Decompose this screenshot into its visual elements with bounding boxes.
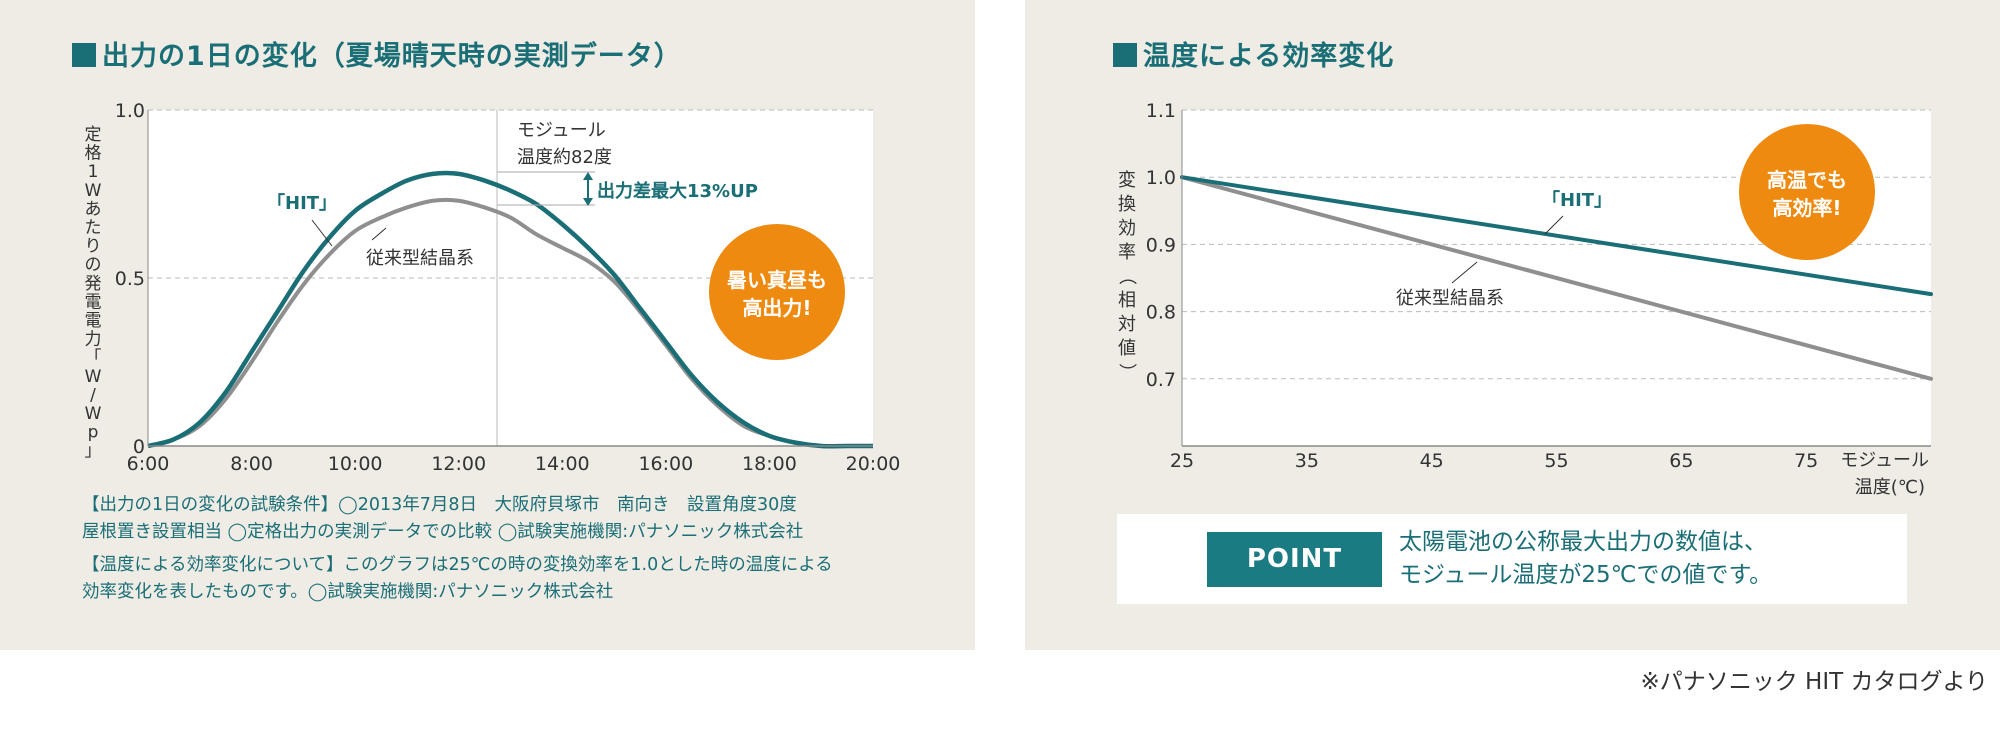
hit-efficiency-line bbox=[1180, 175, 1933, 297]
temperature-efficiency-title: 温度による効率変化 bbox=[1113, 34, 1394, 73]
chart1-y-label-char: り bbox=[85, 237, 102, 257]
high-temp-callout-line-2: 高効率! bbox=[1772, 196, 1841, 220]
output-diff-arrow-icon bbox=[583, 172, 593, 206]
point-box: POINT 太陽電池の公称最大出力の数値は、 モジュール温度が25℃での値です。 bbox=[1117, 514, 1907, 604]
chart2-x-tick-label: 55 bbox=[1544, 450, 1568, 472]
chart2-x-tick-label: 65 bbox=[1669, 450, 1693, 472]
midday-callout-line-1: 暑い真昼も bbox=[727, 268, 827, 292]
point-text-line-2: モジュール温度が25℃での値です。 bbox=[1399, 562, 1773, 588]
chart1-y-label-char: 電 bbox=[85, 311, 102, 331]
chart2-y-tick-label: 0.8 bbox=[1146, 302, 1176, 324]
chart1-x-tick-label: 12:00 bbox=[431, 453, 486, 475]
midday-callout-line-2: 高出力! bbox=[742, 296, 811, 320]
hit-leader-line bbox=[311, 219, 333, 247]
chart1-y-label-char: W bbox=[85, 404, 102, 424]
conventional-series-label: 従来型結晶系 bbox=[366, 248, 474, 269]
conventional-leader-line-2 bbox=[1451, 261, 1478, 284]
chart1-y-label-char: 電 bbox=[85, 292, 102, 312]
chart2-x-tick-label: 45 bbox=[1420, 450, 1444, 472]
chart2-y-label-char: 率 bbox=[1118, 242, 1136, 263]
conventional-series-label-2: 従来型結晶系 bbox=[1396, 288, 1504, 309]
point-badge: POINT bbox=[1207, 532, 1382, 587]
point-text: 太陽電池の公称最大出力の数値は、 モジュール温度が25℃での値です。 bbox=[1399, 526, 1772, 592]
daily-output-panel: 出力の1日の変化（夏場晴天時の実測データ） 0 0.5 1.0 6:00 8:00 10:… bbox=[0, 0, 975, 650]
daily-output-chart: 0 0.5 1.0 6:00 8:00 10:00 12:00 14:00 16:00 18:00… bbox=[85, 100, 901, 475]
daily-output-title: 出力の1日の変化（夏場晴天時の実測データ） bbox=[72, 34, 682, 73]
chart2-y-tick-label: 0.9 bbox=[1146, 234, 1176, 256]
chart2-x-tick-label: 35 bbox=[1295, 450, 1319, 472]
chart1-x-tick-label: 6:00 bbox=[127, 453, 170, 475]
output-diff-label: 出力差最大13%UP bbox=[597, 180, 758, 202]
chart1-y-label-char: 格 bbox=[85, 144, 102, 164]
chart1-y-label-char: p bbox=[88, 423, 99, 443]
high-temp-callout-line-1: 高温でも bbox=[1767, 168, 1847, 192]
chart1-y-tick-label: 1.0 bbox=[115, 100, 145, 122]
chart1-y-label-char: / bbox=[90, 385, 96, 405]
source-note: ※パナソニック HIT カタログより bbox=[1640, 669, 1988, 695]
chart1-y-tick-label: 0 bbox=[133, 436, 145, 458]
chart2-y-tick-label: 1.0 bbox=[1146, 167, 1176, 189]
note-line-1: 【出力の1日の変化の試験条件】◯2013年7月8日 大阪府貝塚市 南向き 設置角… bbox=[82, 495, 797, 515]
chart1-y-label-char: た bbox=[85, 218, 102, 238]
chart1-x-tick-label: 16:00 bbox=[638, 453, 693, 475]
chart2-y-label-char: 相 bbox=[1118, 290, 1136, 311]
chart1-y-label-char: の bbox=[85, 255, 102, 275]
test-conditions-notes: 【出力の1日の変化の試験条件】◯2013年7月8日 大阪府貝塚市 南向き 設置角… bbox=[82, 492, 962, 546]
module-temp-label-2: 温度約82度 bbox=[517, 147, 612, 168]
note-line-4: 効率変化を表したものです。◯試験実施機関:パナソニック株式会社 bbox=[82, 582, 614, 602]
chart2-y-label-char: ） bbox=[1116, 363, 1137, 381]
chart2-y-label-char: 値 bbox=[1118, 338, 1136, 359]
x-axis-unit-label-1: モジュール bbox=[1840, 450, 1929, 471]
temperature-efficiency-chart: 0.7 0.8 0.9 1.0 1.1 25 35 45 55 65 75 変換効率 （ 相対値 ） モジ… bbox=[1116, 100, 1933, 498]
chart1-y-label-char: 1 bbox=[88, 162, 99, 182]
chart2-y-tick-label: 0.7 bbox=[1146, 369, 1176, 391]
chart1-y-label-char: W bbox=[85, 181, 102, 201]
chart2-y-label-char: 効 bbox=[1118, 218, 1136, 239]
conventional-efficiency-line bbox=[1180, 175, 1933, 381]
point-text-line-1: 太陽電池の公称最大出力の数値は、 bbox=[1399, 529, 1767, 555]
chart2-y-tick-label: 1.1 bbox=[1146, 100, 1176, 122]
hit-output-curve bbox=[147, 170, 873, 449]
conventional-leader-line bbox=[371, 227, 387, 241]
chart1-x-tick-label: 14:00 bbox=[535, 453, 590, 475]
chart1-y-label-char: 力 bbox=[85, 330, 102, 350]
high-temp-callout-circle bbox=[1739, 124, 1875, 260]
chart2-x-tick-label: 25 bbox=[1170, 450, 1194, 472]
title-square-icon bbox=[1113, 43, 1137, 67]
chart2-y-label-char: （ bbox=[1116, 267, 1137, 285]
chart1-y-label-char: W bbox=[85, 367, 102, 387]
x-axis-unit-label-2: 温度(℃) bbox=[1855, 477, 1925, 498]
chart1-x-tick-label: 18:00 bbox=[742, 453, 797, 475]
hit-series-label-2: 「HIT」 bbox=[1542, 189, 1612, 211]
chart1-y-label-char: 」 bbox=[85, 441, 102, 461]
chart1-x-tick-label: 8:00 bbox=[230, 453, 273, 475]
module-temp-label-1: モジュール bbox=[517, 120, 606, 141]
chart1-y-label-char: 「 bbox=[85, 348, 102, 368]
note-line-3: 【温度による効率変化について】このグラフは25℃の時の変換効率を1.0とした時の… bbox=[82, 555, 833, 575]
chart1-y-label-char: あ bbox=[85, 199, 102, 219]
midday-callout-circle bbox=[709, 224, 845, 360]
chart2-y-axis-label: 変換効率 （ 相対値 ） bbox=[1116, 170, 1137, 381]
chart1-x-tick-label: 20:00 bbox=[846, 453, 901, 475]
chart1-y-label-char: 定 bbox=[85, 125, 102, 145]
chart2-y-label-char: 対 bbox=[1118, 314, 1136, 335]
hit-leader-line-2 bbox=[1544, 215, 1564, 235]
chart2-y-label-char: 換 bbox=[1118, 194, 1136, 215]
chart1-x-tick-label: 10:00 bbox=[328, 453, 383, 475]
note-line-2: 屋根置き設置相当 ◯定格出力の実測データでの比較 ◯試験実施機関:パナソニック株… bbox=[82, 522, 804, 542]
hit-series-label: 「HIT」 bbox=[267, 192, 337, 214]
chart1-y-label-char: 発 bbox=[85, 274, 102, 294]
chart2-x-tick-label: 75 bbox=[1794, 450, 1818, 472]
title-square-icon bbox=[72, 43, 96, 67]
chart1-y-tick-label: 0.5 bbox=[115, 268, 145, 290]
chart2-y-label-char: 変 bbox=[1118, 170, 1136, 191]
efficiency-notes: 【温度による効率変化について】このグラフは25℃の時の変換効率を1.0とした時の… bbox=[82, 552, 962, 606]
